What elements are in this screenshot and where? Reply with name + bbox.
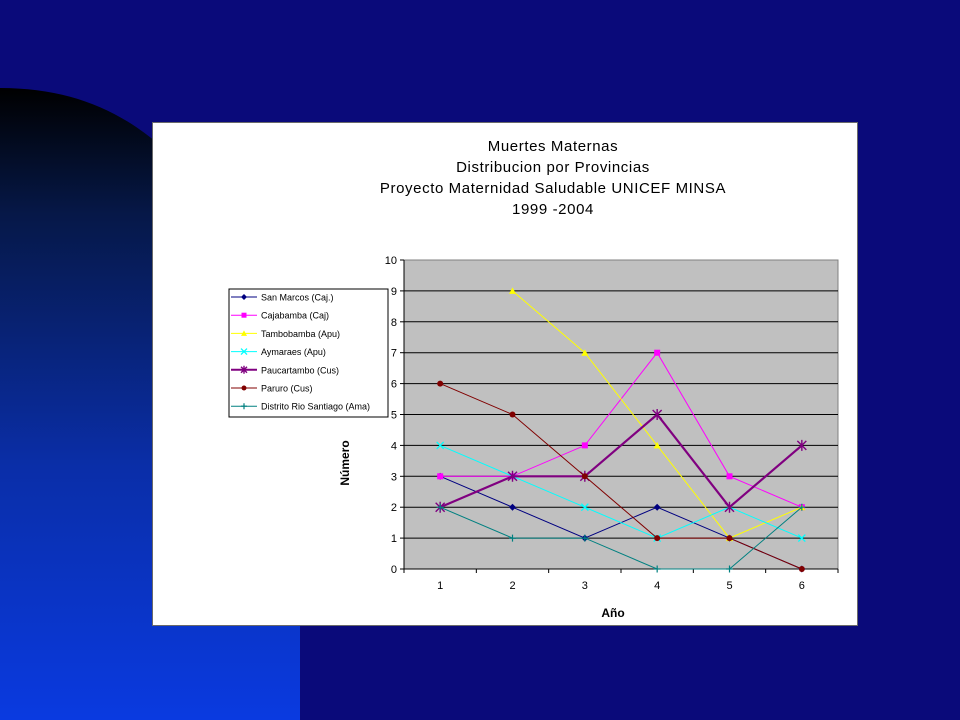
point-paruro-cus-1 bbox=[437, 380, 444, 387]
series-line-paruro-cus bbox=[439, 383, 803, 570]
y-tick-label-2: 2 bbox=[391, 502, 397, 514]
x-tick-label-2: 2 bbox=[509, 580, 515, 592]
y-tick-label-10: 10 bbox=[385, 255, 397, 267]
point-aymaraes-apu-6 bbox=[797, 534, 806, 543]
y-tick-label-9: 9 bbox=[391, 286, 397, 298]
point-paruro-cus-2 bbox=[509, 411, 516, 418]
series-line-aymaraes-apu bbox=[439, 444, 803, 539]
legend-label-paucartambo-cus: Paucartambo (Cus) bbox=[261, 365, 339, 375]
point-distrito-rio-santiago-ama-6 bbox=[798, 503, 806, 511]
legend-label-tambobamba-apu: Tambobamba (Apu) bbox=[261, 329, 340, 339]
y-tick-label-3: 3 bbox=[391, 471, 397, 483]
legend-marker-cajabamba-caj bbox=[241, 312, 247, 318]
legend-label-distrito-rio-santiago-ama: Distrito Rio Santiago (Ama) bbox=[261, 402, 370, 412]
y-tick-label-4: 4 bbox=[391, 440, 397, 452]
point-aymaraes-apu-3 bbox=[580, 503, 589, 512]
chart-panel: Muertes Maternas Distribucion por Provin… bbox=[152, 122, 858, 626]
legend: San Marcos (Caj.) Cajabamba (Caj) Tambobam… bbox=[228, 288, 389, 418]
chart-title-line-3: Proyecto Maternidad Saludable UNICEF MIN… bbox=[380, 180, 726, 197]
x-tick-label-4: 4 bbox=[654, 580, 660, 592]
point-cajabamba-caj-5 bbox=[726, 473, 733, 480]
point-san-marcos-caj-2 bbox=[509, 503, 516, 511]
point-paucartambo-cus-5 bbox=[724, 501, 735, 513]
x-tick-label-3: 3 bbox=[582, 580, 588, 592]
y-tick-label-8: 8 bbox=[391, 317, 397, 329]
x-tick-label-6: 6 bbox=[799, 580, 805, 592]
point-distrito-rio-santiago-ama-4 bbox=[653, 565, 661, 573]
y-tick-label-1: 1 bbox=[391, 533, 397, 545]
y-axis-ticks: 0 1 2 3 4 5 6 7 8 9 10 bbox=[385, 255, 404, 576]
legend-marker-paruro-cus bbox=[241, 385, 247, 391]
y-tick-label-0: 0 bbox=[391, 564, 397, 576]
y-tick-label-5: 5 bbox=[391, 410, 397, 422]
legend-marker-paucartambo-cus bbox=[240, 365, 248, 374]
legend-label-san-marcos-caj: San Marcos (Caj.) bbox=[261, 293, 334, 303]
point-paucartambo-cus-2 bbox=[507, 470, 518, 482]
point-distrito-rio-santiago-ama-2 bbox=[509, 534, 516, 542]
series-line-paucartambo-cus bbox=[439, 412, 803, 509]
gridlines bbox=[404, 290, 838, 539]
point-paucartambo-cus-6 bbox=[796, 439, 807, 451]
point-cajabamba-caj-1 bbox=[437, 473, 444, 480]
x-tick-label-1: 1 bbox=[437, 580, 443, 592]
legend-marker-distrito-rio-santiago-ama bbox=[241, 403, 247, 410]
point-distrito-rio-santiago-ama-1 bbox=[436, 503, 444, 511]
line-chart: Muertes Maternas Distribucion por Provin… bbox=[228, 138, 839, 620]
legend-marker-tambobamba-apu bbox=[241, 330, 247, 336]
point-distrito-rio-santiago-ama-5 bbox=[726, 565, 733, 573]
point-paruro-cus-4 bbox=[654, 535, 661, 542]
series-paruro-cus bbox=[437, 380, 805, 572]
y-axis-title: Número bbox=[338, 440, 352, 485]
point-paucartambo-cus-4 bbox=[652, 409, 663, 420]
legend-label-cajabamba-caj: Cajabamba (Caj) bbox=[261, 311, 329, 321]
chart-title-line-4: 1999 -2004 bbox=[512, 201, 594, 218]
series-line-distrito-rio-santiago-ama bbox=[439, 506, 803, 570]
point-tambobamba-apu-4 bbox=[653, 441, 661, 449]
legend-box bbox=[228, 288, 389, 418]
x-tick-label-5: 5 bbox=[726, 580, 732, 592]
legend-label-aymaraes-apu: Aymaraes (Apu) bbox=[261, 347, 326, 357]
y-tick-label-6: 6 bbox=[391, 379, 397, 391]
point-distrito-rio-santiago-ama-3 bbox=[581, 534, 589, 542]
series-distrito-rio-santiago-ama bbox=[436, 503, 806, 573]
point-paruro-cus-6 bbox=[798, 566, 805, 572]
legend-marker-san-marcos-caj bbox=[241, 294, 247, 300]
legend-label-paruro-cus: Paruro (Cus) bbox=[261, 384, 313, 394]
point-tambobamba-apu-2 bbox=[509, 287, 516, 294]
point-paruro-cus-5 bbox=[726, 535, 733, 542]
point-san-marcos-caj-4 bbox=[653, 503, 661, 511]
chart-title-line-2: Distribucion por Provincias bbox=[456, 159, 650, 176]
point-tambobamba-apu-3 bbox=[581, 349, 589, 356]
x-axis-title: Año bbox=[601, 606, 624, 620]
point-aymaraes-apu-1 bbox=[436, 441, 445, 450]
series-lines bbox=[435, 287, 807, 573]
legend-marker-aymaraes-apu bbox=[240, 348, 248, 356]
point-paruro-cus-3 bbox=[581, 473, 588, 480]
point-cajabamba-caj-4 bbox=[654, 349, 661, 356]
y-tick-label-7: 7 bbox=[391, 348, 397, 360]
x-axis-ticks: 1 2 3 4 5 6 bbox=[403, 260, 839, 592]
chart-title-line-1: Muertes Maternas bbox=[488, 138, 618, 155]
point-cajabamba-caj-3 bbox=[581, 442, 588, 449]
